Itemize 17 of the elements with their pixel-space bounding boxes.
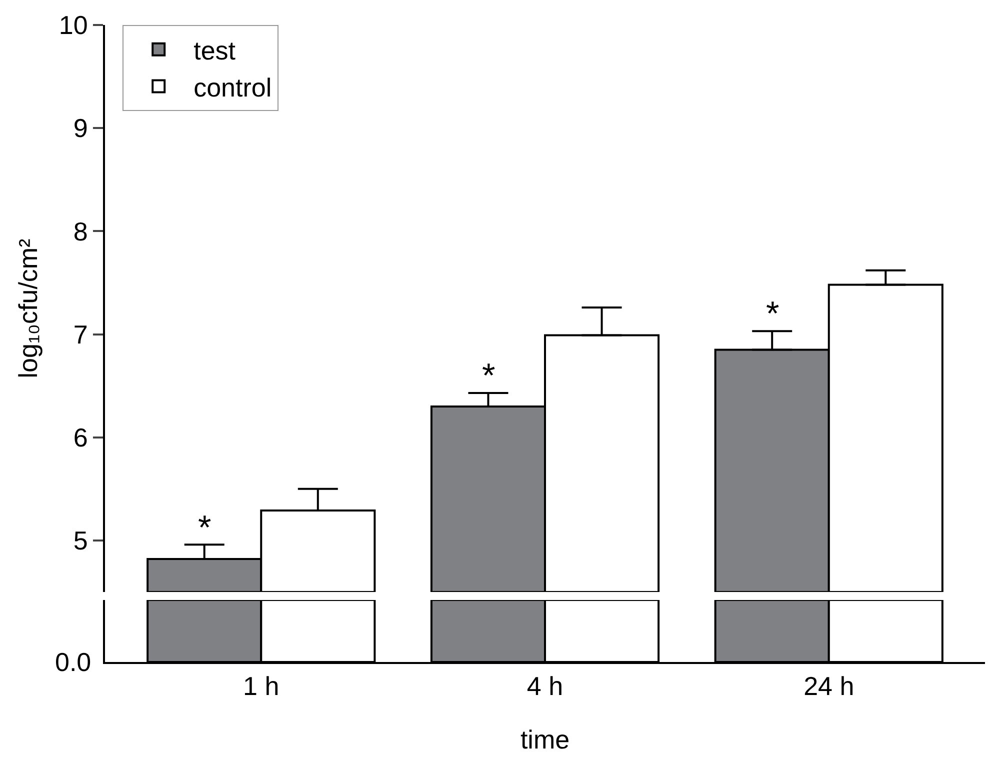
x-tick-label: 24 h (804, 671, 854, 702)
y-tick-label: 5 (73, 526, 88, 556)
y-tick-label: 7 (73, 319, 88, 350)
y-tick-label: 8 (73, 216, 88, 246)
legend-label: test (194, 36, 236, 66)
x-axis-title: time (520, 724, 570, 754)
annotation: * (766, 295, 780, 333)
y-tick-label: 9 (73, 113, 88, 144)
y-tick-label: 10 (58, 10, 88, 40)
y-tick-label: 6 (73, 422, 88, 452)
annotation: * (198, 509, 212, 547)
y-axis-title: log₁₀cfu/cm² (12, 238, 43, 378)
annotation: * (482, 357, 496, 395)
x-tick-label: 4 h (526, 671, 564, 702)
legend-label: control (194, 72, 272, 102)
text: 0.0 (55, 647, 92, 677)
x-tick-label: 1 h (243, 671, 280, 702)
